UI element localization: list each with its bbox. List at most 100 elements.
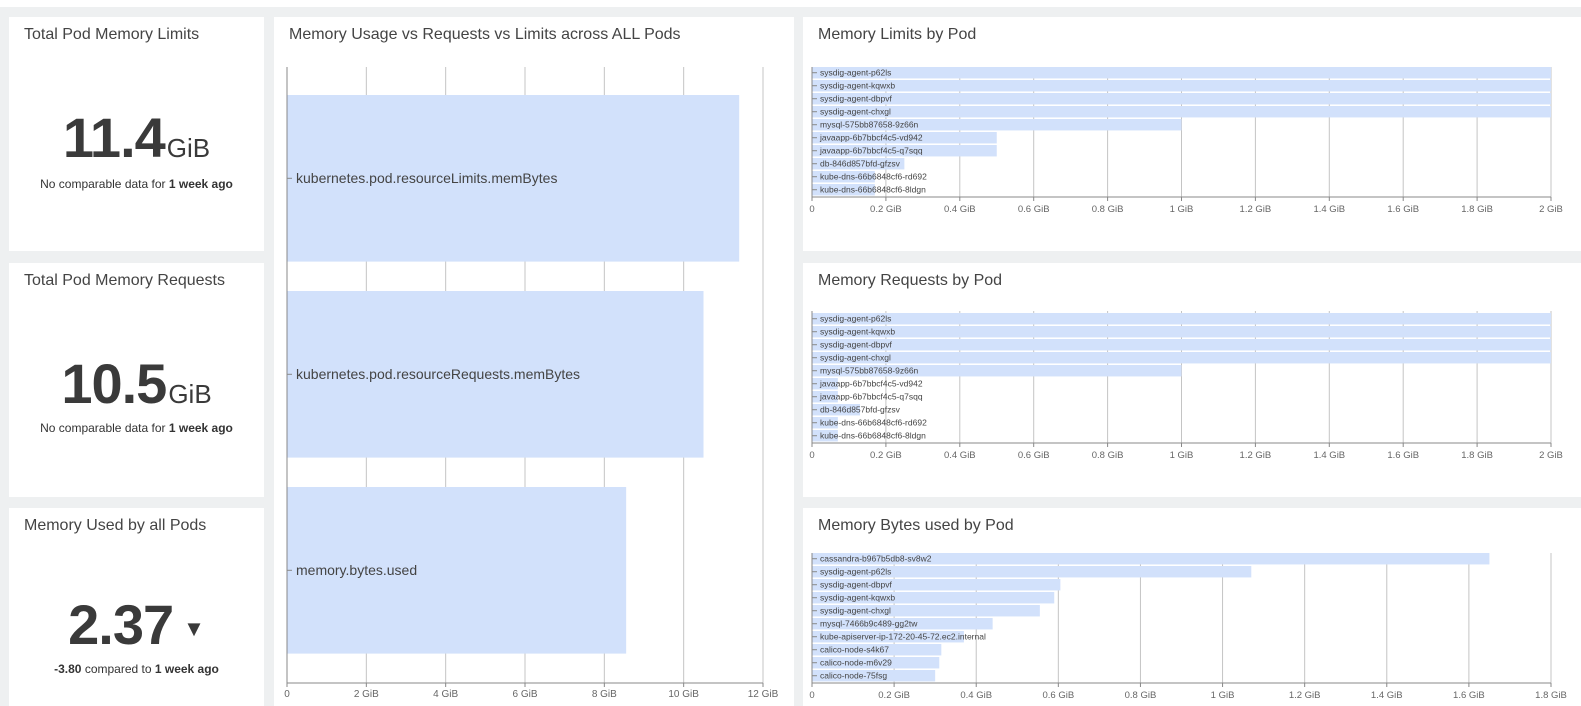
category-label: mysql-575bb87658-9z66n <box>820 120 919 130</box>
bar-2 <box>812 339 1551 351</box>
bar-9 <box>812 670 936 682</box>
bar-6 <box>812 145 997 157</box>
comparison-period: 1 week ago <box>168 177 233 191</box>
bar-9 <box>812 430 838 442</box>
x-tick-label: 0 <box>284 689 290 700</box>
bar-8 <box>812 417 838 429</box>
x-tick-label: 1.4 GiB <box>1371 690 1403 701</box>
category-label: db-846d857bfd-gfzsv <box>820 159 901 169</box>
panel-title: Memory Usage vs Requests vs Limits acros… <box>289 26 681 43</box>
category-label: sysdig-agent-p62ls <box>820 314 891 324</box>
usage-chart-panel[interactable]: Memory Usage vs Requests vs Limits acros… <box>274 17 794 706</box>
limits-chart-panel[interactable]: Memory Limits by Pod sysdig-agent-p62ls s… <box>803 17 1581 251</box>
x-tick-label: 8 GiB <box>592 689 617 700</box>
bar-2 <box>812 579 1061 591</box>
category-label: javaapp-6b7bbcf4c5-vd942 <box>819 133 923 143</box>
bar-5 <box>812 378 838 390</box>
x-tick-label: 2 GiB <box>1539 204 1563 215</box>
category-label: mysql-575bb87658-9z66n <box>820 366 919 376</box>
x-tick-label: 0.2 GiB <box>870 204 902 215</box>
bar-5 <box>812 618 993 630</box>
stat-number: 10.5 <box>61 352 167 415</box>
bar-8 <box>812 657 940 669</box>
x-tick-label: 2 GiB <box>354 689 379 700</box>
x-tick-label: 1.6 GiB <box>1387 204 1419 215</box>
category-label: kube-dns-66b6848cf6-8ldgn <box>820 185 926 195</box>
stat-comparison: -3.80 compared to 1 week ago <box>9 662 264 676</box>
category-label: kubernetes.pod.resourceLimits.memBytes <box>296 170 557 186</box>
comparison-text: No comparable data for <box>40 177 166 191</box>
panel-title: Memory Bytes used by Pod <box>818 517 1014 534</box>
bar-1 <box>812 566 1252 578</box>
bar-6 <box>812 631 964 643</box>
x-tick-label: 0 <box>809 450 814 461</box>
bar-3 <box>812 352 1551 364</box>
x-tick-label: 0 <box>809 204 814 215</box>
comparison-period: 1 week ago <box>154 662 219 676</box>
usage-chart: kubernetes.pod.resourceLimits.memBytes ku… <box>284 67 779 700</box>
bar-0 <box>812 67 1551 79</box>
x-tick-label: 0.8 GiB <box>1125 690 1157 701</box>
stat-unit: GiB <box>166 133 211 163</box>
x-tick-label: 0.8 GiB <box>1092 450 1124 461</box>
bar-2 <box>812 93 1551 105</box>
stat-number: 11.4 <box>62 106 166 169</box>
comparison-period: 1 week ago <box>168 421 233 435</box>
stat-value: 2.37 ▼ <box>9 592 264 657</box>
category-label: calico-node-m6v29 <box>820 658 892 668</box>
bar-1 <box>287 291 704 458</box>
category-label: javaapp-6b7bbcf4c5-vd942 <box>819 379 923 389</box>
panel-title: Memory Used by all Pods <box>24 517 207 534</box>
bar-0 <box>812 553 1490 565</box>
x-tick-label: 1.4 GiB <box>1313 450 1345 461</box>
x-tick-label: 6 GiB <box>512 689 537 700</box>
stat-unit: GiB <box>168 379 212 409</box>
bar-1 <box>812 80 1551 92</box>
category-label: sysdig-agent-chxgl <box>820 606 891 616</box>
x-tick-label: 0.6 GiB <box>1018 204 1050 215</box>
x-tick-label: 1.2 GiB <box>1240 450 1272 461</box>
category-label: memory.bytes.used <box>296 562 417 578</box>
x-tick-label: 0.6 GiB <box>1042 690 1074 701</box>
comparison-text: compared to <box>84 662 152 676</box>
panel-title: Memory Limits by Pod <box>818 26 977 43</box>
stat-number: 2.37 <box>68 593 174 656</box>
bar-5 <box>812 132 997 144</box>
category-label: sysdig-agent-dbpvf <box>820 580 892 590</box>
category-label: kube-dns-66b6848cf6-rd692 <box>820 418 927 428</box>
category-label: javaapp-6b7bbcf4c5-q7sqq <box>819 392 923 402</box>
stat-panel-limits[interactable]: Total Pod Memory Limits 11.4GiB No compa… <box>9 17 264 251</box>
category-label: calico-node-s4k67 <box>820 645 889 655</box>
bar-7 <box>812 404 861 416</box>
requests-chart: sysdig-agent-p62ls sysdig-agent-kqwxb sysd… <box>809 311 1563 461</box>
bar-2 <box>287 487 627 654</box>
x-tick-label: 12 GiB <box>748 689 779 700</box>
stat-panel-used[interactable]: Memory Used by all Pods 2.37 ▼ -3.80 comp… <box>9 508 264 706</box>
category-label: sysdig-agent-kqwxb <box>820 81 895 91</box>
used-chart-panel[interactable]: Memory Bytes used by Pod cassandra-b967b… <box>803 508 1581 706</box>
x-tick-label: 0.4 GiB <box>944 450 976 461</box>
category-label: mysql-7466b9c489-gg2tw <box>820 619 918 629</box>
bar-1 <box>812 326 1551 338</box>
panel-title: Total Pod Memory Limits <box>24 26 200 43</box>
x-tick-label: 0.4 GiB <box>944 204 976 215</box>
requests-chart-panel[interactable]: Memory Requests by Pod sysdig-agent-p62l… <box>803 263 1581 497</box>
x-tick-label: 1 GiB <box>1211 690 1235 701</box>
x-tick-label: 0.2 GiB <box>878 690 910 701</box>
stat-value: 11.4GiB <box>9 105 264 170</box>
x-tick-label: 0.8 GiB <box>1092 204 1124 215</box>
category-label: sysdig-agent-p62ls <box>820 68 891 78</box>
stat-panel-requests[interactable]: Total Pod Memory Requests 10.5GiB No com… <box>9 263 264 497</box>
x-tick-label: 0.4 GiB <box>960 690 992 701</box>
bar-7 <box>812 644 942 656</box>
category-label: kube-dns-66b6848cf6-rd692 <box>820 172 927 182</box>
x-tick-label: 1 GiB <box>1170 204 1194 215</box>
comparison-delta: -3.80 <box>54 662 82 676</box>
category-label: kube-dns-66b6848cf6-8ldgn <box>820 431 926 441</box>
x-tick-label: 1.4 GiB <box>1313 204 1345 215</box>
bar-7 <box>812 158 905 170</box>
stat-value: 10.5GiB <box>9 351 264 416</box>
x-tick-label: 1.8 GiB <box>1461 204 1493 215</box>
category-label: calico-node-75fsg <box>820 671 887 681</box>
category-label: db-846d857bfd-gfzsv <box>820 405 901 415</box>
